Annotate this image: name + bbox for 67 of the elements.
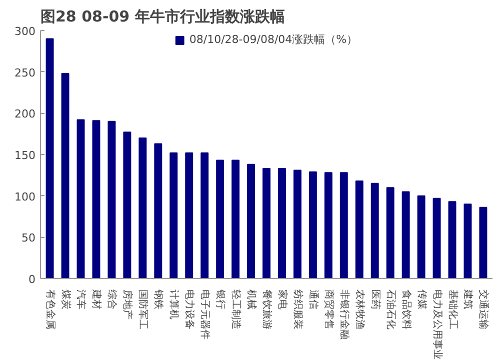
x-tick-label: 非银行金融	[338, 290, 350, 340]
x-tick-label: 医药	[369, 290, 382, 310]
x-tick-label: 电力设备	[184, 290, 196, 330]
x-tick-label: 家电	[276, 290, 288, 310]
bar	[108, 120, 116, 278]
x-tick-label: 餐饮旅游	[261, 290, 273, 330]
x-tick-label: 银行	[214, 288, 226, 310]
x-tick-label: 商贸零售	[322, 290, 335, 330]
x-tick-label: 汽车	[75, 290, 88, 310]
bar	[46, 38, 54, 278]
bar	[417, 195, 426, 278]
x-tick-label: 农林牧渔	[354, 290, 366, 330]
x-tick-label: 计算机	[168, 290, 180, 320]
y-tick-label: 50	[22, 232, 36, 245]
y-tick-label: 200	[14, 108, 36, 121]
x-tick-label: 电子元器件	[199, 290, 212, 340]
y-tick-label: 300	[14, 25, 36, 38]
bar	[386, 187, 394, 278]
x-tick-label: 钢铁	[152, 288, 165, 310]
x-tick-label: 食品饮料	[400, 290, 412, 330]
y-tick-label: 150	[14, 149, 36, 162]
bar	[232, 160, 240, 278]
bar	[278, 168, 286, 278]
chart-title: 图28 08-09 年牛市行业指数涨跌幅	[40, 8, 285, 26]
y-tick-label: 0	[28, 273, 36, 286]
bar	[262, 168, 270, 278]
x-tick-label: 纺织服装	[292, 290, 304, 330]
bar	[200, 152, 209, 278]
x-tick-label: 电力及公用事业	[431, 290, 444, 360]
bar	[185, 152, 194, 278]
bar	[355, 180, 364, 278]
x-tick-label: 石油石化	[384, 290, 397, 330]
y-tick-label: 100	[14, 190, 36, 204]
bar	[76, 119, 85, 278]
x-tick-label: 煤炭	[60, 290, 72, 310]
bar	[92, 120, 100, 278]
bar	[216, 160, 224, 278]
x-tick-label: 通信	[307, 290, 320, 310]
bar	[464, 204, 472, 278]
legend-label: 08/10/28-09/08/04涨跌幅（%）	[189, 32, 358, 47]
x-tick-label: 建筑	[462, 288, 474, 310]
bar	[324, 172, 332, 278]
x-tick-label: 传媒	[416, 290, 427, 310]
y-tick-label: 250	[14, 66, 36, 80]
bar	[123, 132, 132, 278]
bar	[432, 198, 441, 278]
bar	[154, 143, 162, 278]
x-tick-label: 交通运输	[478, 290, 490, 330]
bar	[61, 72, 70, 278]
bar	[138, 137, 147, 278]
bar	[308, 171, 317, 278]
x-tick-label: 有色金属	[44, 290, 56, 330]
bar	[340, 172, 348, 278]
x-tick-label: 基础化工	[446, 290, 459, 330]
bar	[370, 182, 379, 278]
x-tick-label: 国防军工	[137, 290, 150, 330]
x-tick-label: 轻工制造	[230, 290, 242, 330]
x-tick-label: 房地产	[122, 290, 134, 320]
bar	[247, 164, 256, 278]
bar	[479, 206, 488, 278]
bar	[293, 170, 302, 278]
x-tick-label: 综合	[106, 290, 118, 310]
bar	[402, 191, 410, 278]
bar	[448, 201, 456, 278]
x-tick-label: 建材	[90, 288, 103, 310]
bar	[170, 152, 178, 278]
x-tick-label: 机械	[246, 290, 258, 310]
